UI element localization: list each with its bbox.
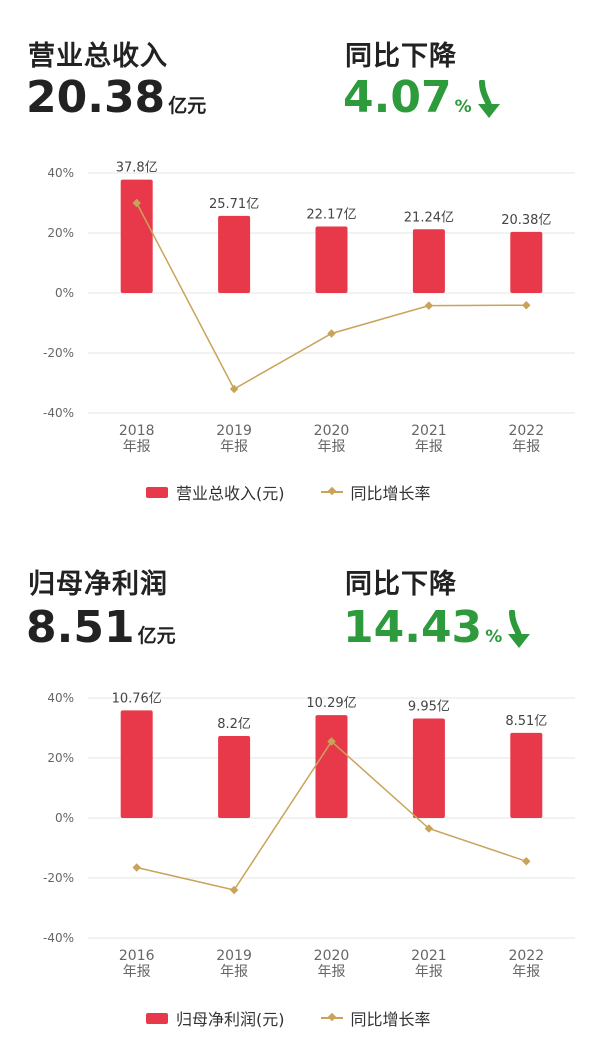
legend-item-line: 同比增长率: [320, 1006, 431, 1030]
growth-point: [327, 329, 336, 338]
bar-value-label: 10.29亿: [306, 696, 356, 711]
profit-value: 8.51 亿元: [26, 602, 176, 653]
x-tick-label: 年报: [415, 439, 443, 455]
x-tick-label: 2020: [314, 948, 350, 964]
y-tick-label: 20%: [47, 226, 74, 240]
x-tick-label: 年报: [220, 964, 248, 980]
revenue-value: 20.38 亿元: [26, 72, 206, 123]
growth-point: [229, 384, 239, 394]
bar-value-label: 21.24亿: [404, 210, 454, 225]
revenue-title: 营业总收入: [28, 41, 168, 72]
profit-unit: 亿元: [137, 625, 176, 647]
bar-value-label: 10.76亿: [112, 691, 162, 706]
bar: [510, 732, 543, 818]
legend-line-swatch: [320, 1017, 343, 1019]
bar: [218, 215, 251, 293]
revenue-unit: 亿元: [168, 95, 207, 117]
bar-value-label: 22.17亿: [306, 207, 356, 222]
revenue-legend: 营业总收入(元) 同比增长率: [146, 480, 467, 504]
growth-point: [424, 824, 434, 833]
revenue-chart: 40%20%0%-20%-40%37.8亿2018年报25.71亿2019年报2…: [43, 161, 575, 455]
x-tick-label: 年报: [123, 439, 151, 455]
bar: [315, 715, 348, 818]
revenue-number: 20.38: [26, 72, 166, 123]
bar-value-label: 37.8亿: [116, 161, 158, 176]
x-tick-label: 2018: [119, 423, 155, 439]
legend-item-bar: 归母净利润(元): [146, 1006, 285, 1030]
x-tick-label: 年报: [512, 964, 540, 980]
legend-bar-swatch: [146, 486, 168, 498]
growth-point: [132, 863, 141, 872]
legend-bar-label: 营业总收入(元): [176, 484, 285, 503]
growth-point: [522, 300, 531, 310]
x-tick-label: 年报: [415, 964, 443, 980]
x-tick-label: 2019: [216, 423, 252, 439]
growth-point: [229, 885, 239, 895]
y-tick-label: 0%: [55, 286, 74, 300]
legend-line-label: 同比增长率: [350, 484, 431, 503]
y-tick-label: 20%: [47, 751, 74, 765]
y-tick-label: -20%: [43, 346, 74, 360]
x-tick-label: 年报: [123, 964, 151, 980]
profit-change-unit: %: [485, 627, 503, 647]
x-tick-label: 2022: [508, 423, 544, 439]
x-tick-label: 2016: [119, 948, 155, 964]
x-tick-label: 2019: [216, 948, 252, 964]
y-tick-label: -40%: [43, 931, 74, 945]
growth-point: [424, 301, 434, 310]
revenue-change: 4.07%: [343, 72, 502, 123]
legend-item-bar: 营业总收入(元): [146, 480, 285, 504]
revenue-change-title: 同比下降: [345, 41, 457, 72]
bar-value-label: 25.71亿: [209, 197, 259, 212]
bar-value-label: 8.2亿: [217, 717, 251, 732]
bar: [315, 226, 348, 293]
profit-change: 14.43%: [343, 602, 532, 653]
legend-bar-label: 归母净利润(元): [176, 1010, 285, 1029]
legend-line-label: 同比增长率: [350, 1010, 431, 1029]
y-tick-label: 40%: [47, 166, 74, 180]
revenue-section: 营业总收入 20.38 亿元 同比下降 4.07% 40% 20% 0% -20% -40…: [0, 0, 610, 520]
profit-change-number: 14.43: [343, 602, 483, 653]
bar-value-label: 9.95亿: [408, 700, 450, 715]
x-tick-label: 2022: [508, 948, 544, 964]
x-tick-label: 年报: [512, 439, 540, 455]
bar: [510, 231, 543, 293]
arrow-down-icon: [508, 610, 531, 648]
x-tick-label: 2021: [411, 948, 447, 964]
bar: [120, 710, 153, 818]
legend-bar-swatch: [146, 1012, 168, 1024]
y-tick-label: 0%: [55, 811, 74, 825]
bar: [218, 736, 251, 818]
y-tick-label: -40%: [43, 406, 74, 420]
x-tick-label: 年报: [318, 439, 346, 455]
profit-title: 归母净利润: [28, 569, 168, 600]
bar: [412, 718, 445, 818]
arrow-down-icon: [477, 80, 500, 118]
profit-change-title: 同比下降: [345, 569, 457, 600]
profit-chart: 40%20%0%-20%-40%10.76亿2016年报8.2亿2019年报10…: [43, 691, 575, 980]
y-tick-label: 40%: [47, 691, 74, 705]
x-tick-label: 年报: [318, 964, 346, 980]
bar-value-label: 20.38亿: [501, 213, 551, 228]
bar: [412, 229, 445, 293]
legend-item-line: 同比增长率: [320, 480, 431, 504]
x-tick-label: 年报: [220, 439, 248, 455]
x-tick-label: 2020: [314, 423, 350, 439]
x-tick-label: 2021: [411, 423, 447, 439]
bar: [120, 179, 153, 293]
y-tick-label: -20%: [43, 871, 74, 885]
profit-legend: 归母净利润(元) 同比增长率: [146, 1006, 467, 1030]
legend-line-swatch: [320, 491, 343, 493]
revenue-change-unit: %: [454, 97, 472, 117]
profit-number: 8.51: [26, 602, 135, 653]
growth-point: [522, 857, 531, 866]
profit-section: 归母净利润 8.51 亿元 同比下降 14.43% 40% 20% 0% -20% -40…: [0, 520, 610, 1040]
bar-value-label: 8.51亿: [505, 714, 547, 729]
revenue-change-number: 4.07: [343, 72, 452, 123]
